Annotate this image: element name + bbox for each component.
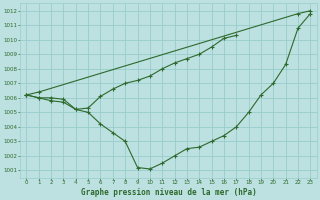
X-axis label: Graphe pression niveau de la mer (hPa): Graphe pression niveau de la mer (hPa) [81, 188, 256, 197]
